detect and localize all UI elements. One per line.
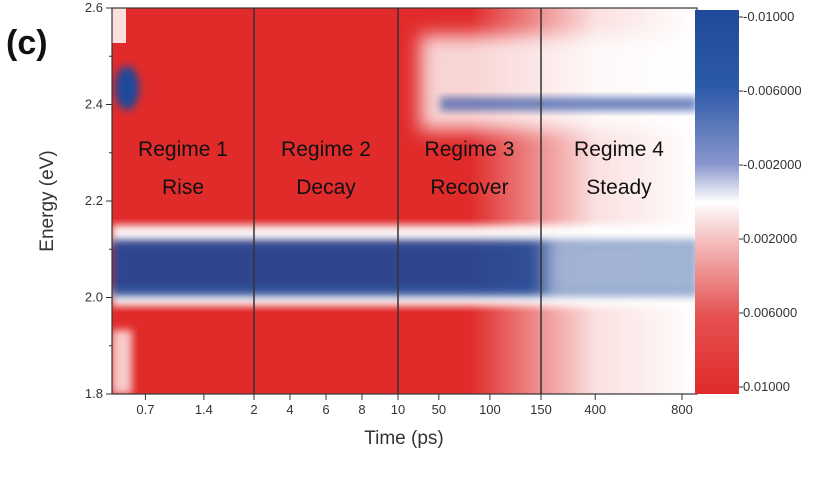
colorbar-tick-label: -0.01000	[743, 9, 794, 24]
y-tick-label: 2.4	[85, 97, 103, 112]
x-axis: 0.7 1.4 2 4 6 8 10 50 100 150 400 800	[136, 394, 693, 417]
colorbar-tick-label: 0.01000	[743, 379, 790, 394]
x-tick-label: 10	[391, 402, 405, 417]
colorbar-tick-label: -0.002000	[743, 157, 802, 172]
blue-spot-early	[115, 66, 139, 110]
x-tick-label: 100	[479, 402, 501, 417]
regime-labels: Regime 1 Rise Regime 2 Decay Regime 3 Recover…	[138, 138, 664, 199]
x-axis-label: Time (ps)	[364, 428, 444, 449]
white-left-top	[112, 8, 126, 43]
colorbar-tick-label: 0.006000	[743, 305, 797, 320]
colorbar-gradient	[695, 10, 739, 394]
heatmap-area	[112, 8, 697, 394]
x-tick-label: 4	[286, 402, 293, 417]
regime-phase-label: Recover	[430, 176, 508, 199]
y-tick-label: 2.2	[85, 193, 103, 208]
regime-phase-label: Rise	[162, 176, 204, 199]
x-tick-label: 0.7	[136, 402, 154, 417]
y-axis: 1.8 2.0 2.2 2.4 2.6	[85, 0, 112, 401]
y-tick-label: 2.6	[85, 0, 103, 15]
x-tick-label: 800	[671, 402, 693, 417]
x-tick-label: 1.4	[195, 402, 213, 417]
colorbar-ticks: -0.01000 -0.006000 -0.002000 0.002000 0.0060…	[739, 9, 802, 394]
x-tick-label: 2	[250, 402, 257, 417]
x-tick-label: 8	[358, 402, 365, 417]
regime-phase-label: Steady	[586, 176, 652, 199]
regime-name-label: Regime 2	[281, 138, 371, 161]
regime-phase-label: Decay	[296, 176, 356, 199]
band-upper	[440, 97, 697, 111]
x-tick-label: 400	[584, 402, 606, 417]
white-left-bottom	[112, 330, 132, 394]
band-main-fade-right	[545, 232, 697, 302]
colorbar-tick-label: -0.006000	[743, 83, 802, 98]
panel-label: (c)	[6, 24, 48, 62]
y-axis-label: Energy (eV)	[37, 150, 58, 251]
colorbar: -0.01000 -0.006000 -0.002000 0.002000 0.0060…	[695, 9, 802, 394]
y-tick-label: 2.0	[85, 290, 103, 305]
x-tick-label: 150	[530, 402, 552, 417]
y-tick-label: 1.8	[85, 386, 103, 401]
regime3-upper-fade	[420, 35, 697, 130]
regime-name-label: Regime 4	[574, 138, 664, 161]
regime-name-label: Regime 3	[425, 138, 515, 161]
x-tick-label: 6	[322, 402, 329, 417]
x-tick-label: 50	[432, 402, 446, 417]
regime-boundaries	[253, 8, 542, 394]
colorbar-tick-label: 0.002000	[743, 231, 797, 246]
regime-name-label: Regime 1	[138, 138, 228, 161]
